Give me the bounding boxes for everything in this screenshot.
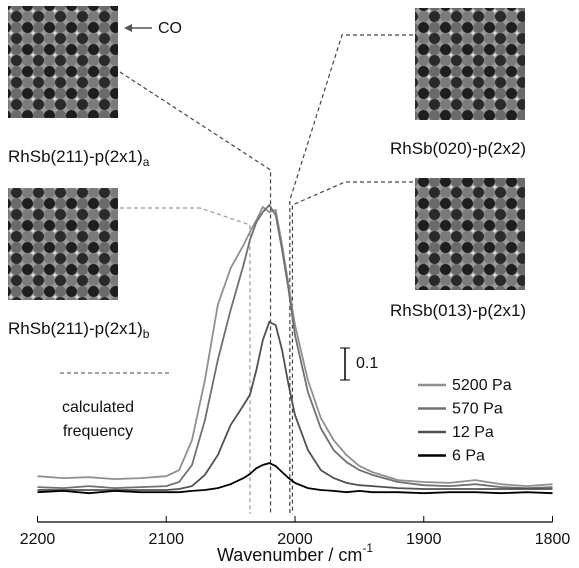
spectrum-line xyxy=(37,320,553,491)
structure-label: RhSb(013)-p(2x1) xyxy=(390,301,526,320)
calculated-frequency-line xyxy=(119,71,272,514)
scale-bar-label: 0.1 xyxy=(356,355,378,372)
x-tick-label: 1900 xyxy=(406,531,442,548)
calc-legend-text: frequency xyxy=(63,423,133,440)
spectrum-line xyxy=(37,203,553,490)
structure-label-text: RhSb(211)-p(2x1) xyxy=(8,147,143,166)
structure-image xyxy=(415,8,525,120)
x-axis-label-text: Wavenumber / cm xyxy=(217,545,362,565)
structure-image xyxy=(8,6,118,118)
structure-image xyxy=(415,178,525,290)
x-axis-label: Wavenumber / cm-1 xyxy=(217,541,373,565)
structure-label: RhSb(020)-p(2x2) xyxy=(390,139,526,158)
legend-label: 5200 Pa xyxy=(452,377,512,394)
structure-image xyxy=(8,188,118,300)
legend-label: 570 Pa xyxy=(452,401,503,418)
calculated-frequency-line xyxy=(289,34,413,514)
calculated-frequency-line xyxy=(291,181,413,514)
structure-label-text: RhSb(020)-p(2x2) xyxy=(390,139,526,158)
legend-label: 12 Pa xyxy=(452,424,494,441)
structure-label-text: RhSb(211)-p(2x1) xyxy=(8,319,143,338)
co-label: CO xyxy=(158,20,182,37)
structure-label-sub: b xyxy=(143,327,150,341)
structure-label-text: RhSb(013)-p(2x1) xyxy=(390,301,526,320)
calc-legend-text: calculated xyxy=(62,399,134,416)
structure-label-sub: a xyxy=(143,155,150,169)
x-tick-label: 2200 xyxy=(20,531,56,548)
x-tick-label: 2000 xyxy=(277,531,313,548)
spectrum-line xyxy=(37,205,553,488)
x-axis-label-sup: -1 xyxy=(362,541,373,555)
calculated-frequency-line xyxy=(120,207,251,514)
x-tick-label: 2100 xyxy=(148,531,184,548)
legend-label: 6 Pa xyxy=(452,448,485,465)
spectrum-line xyxy=(37,462,553,495)
structure-label: RhSb(211)-p(2x1)b xyxy=(8,319,150,341)
x-tick-label: 1800 xyxy=(535,531,571,548)
co-arrowhead xyxy=(124,24,132,32)
structure-label: RhSb(211)-p(2x1)a xyxy=(8,147,150,169)
